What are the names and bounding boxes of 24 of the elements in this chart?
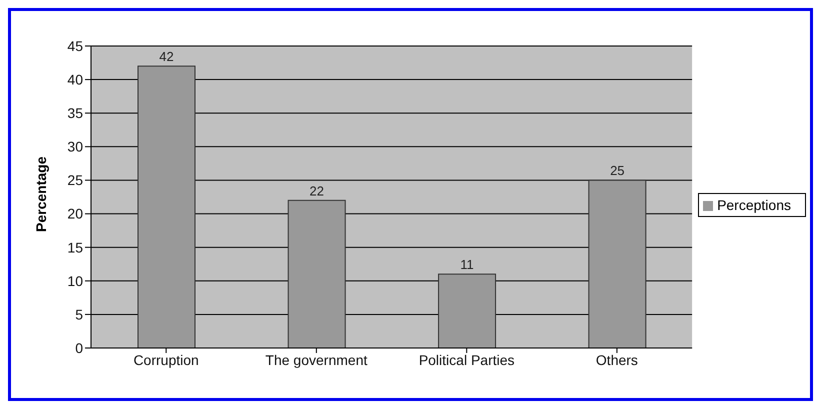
y-tick-label: 45 xyxy=(67,38,84,54)
y-tick-label: 35 xyxy=(67,105,84,122)
y-tick-label: 15 xyxy=(67,239,84,256)
y-tick-label: 25 xyxy=(67,172,84,188)
y-tick-label: 40 xyxy=(67,72,84,88)
y-tick-label: 30 xyxy=(67,138,84,155)
y-tick-label: 10 xyxy=(67,272,84,289)
bar xyxy=(438,274,496,348)
x-tick-label: The government xyxy=(265,352,368,368)
data-label: 42 xyxy=(159,49,174,64)
x-tick-label: Political Parties xyxy=(418,352,515,368)
data-label: 22 xyxy=(310,183,324,198)
y-tick-label: 0 xyxy=(75,340,84,356)
data-label: 25 xyxy=(610,163,625,178)
x-tick-label: Others xyxy=(596,352,638,368)
bar xyxy=(588,180,646,348)
y-axis-title: Percentage xyxy=(32,156,49,232)
legend-label: Perceptions xyxy=(717,196,791,212)
bar xyxy=(288,200,346,348)
y-tick-label: 5 xyxy=(75,306,84,322)
bar xyxy=(138,66,196,348)
data-label: 11 xyxy=(460,257,474,272)
y-tick-label: 20 xyxy=(67,206,84,222)
x-tick-label: Corruption xyxy=(133,352,199,368)
